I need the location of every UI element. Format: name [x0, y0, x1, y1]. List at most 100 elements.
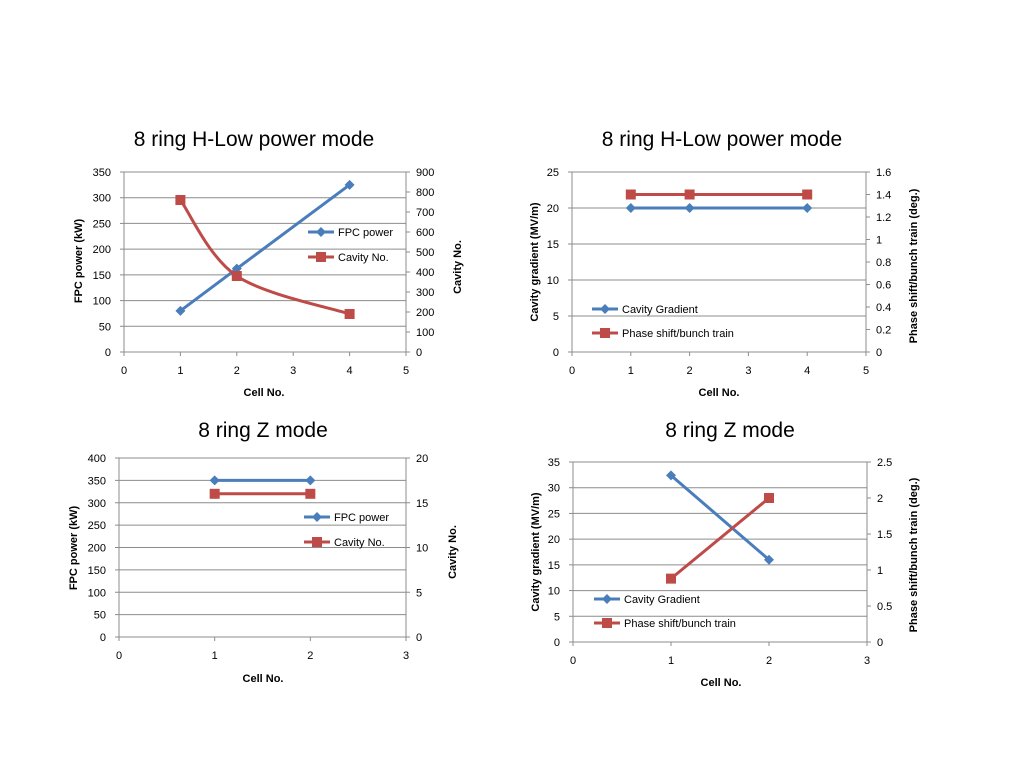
data-point-cavity-gradient	[764, 554, 774, 565]
data-point-phase-shift-bunch-train	[684, 189, 695, 200]
y-tick-label: 300	[88, 498, 106, 510]
data-point-cavity-no	[175, 195, 186, 205]
x-tick-label: 2	[766, 655, 772, 667]
chart-2-ylabel: Cavity gradient (MV/m)	[529, 202, 541, 322]
chart-3-ylabel: FPC power (kW)	[68, 506, 80, 591]
plot-frame	[118, 457, 407, 638]
y2-tick-label: 0	[416, 632, 422, 644]
y-tick-label: 0	[554, 637, 560, 649]
y2-tick-label: 0	[876, 347, 882, 359]
data-point-phase-shift-bunch-train	[802, 189, 813, 200]
x-tick-label: 2	[307, 650, 313, 662]
y-tick-label: 50	[94, 610, 106, 622]
y-tick-label: 20	[547, 203, 559, 215]
x-tick-label: 5	[863, 365, 869, 377]
x-tick-label: 3	[864, 655, 870, 667]
y2-tick-label: 600	[416, 227, 434, 239]
chart-4: 8 ring Z mode 0510152025303500.511.522.5…	[530, 419, 920, 689]
y2-tick-label: 700	[416, 207, 434, 219]
series-line-phase-shift-bunch-train	[670, 496, 770, 580]
y-tick-label: 250	[93, 218, 111, 230]
data-point-phase-shift-bunch-train	[764, 493, 774, 503]
y2-tick-label: 10	[416, 543, 428, 555]
y2-tick-label: 20	[416, 453, 428, 465]
y2-tick-label: 0	[877, 637, 883, 649]
y-tick-label: 5	[554, 611, 560, 623]
x-tick-label: 4	[347, 365, 353, 377]
x-tick-label: 0	[570, 655, 576, 667]
x-tick-label: 1	[212, 650, 218, 662]
legend-marker-phase-shift-bunch-train	[600, 328, 610, 338]
chart-3-y2label: Cavity No.	[447, 525, 459, 579]
x-tick-label: 3	[745, 365, 751, 377]
y-tick-label: 5	[553, 311, 559, 323]
data-point-cavity-no	[209, 488, 220, 499]
legend-label-cavity-no: Cavity No.	[334, 537, 385, 549]
y2-tick-label: 1	[877, 565, 883, 577]
y-tick-label: 0	[100, 632, 106, 644]
y-tick-label: 15	[548, 560, 560, 572]
y-tick-label: 100	[93, 296, 111, 308]
y2-tick-label: 0.2	[876, 325, 891, 337]
chart-1: 8 ring H-Low power mode 0501001502002503…	[73, 128, 464, 399]
y-tick-label: 20	[548, 534, 560, 546]
chart-1-title: 8 ring H-Low power mode	[134, 128, 374, 151]
chart-3-title: 8 ring Z mode	[198, 419, 328, 442]
y2-tick-label: 300	[416, 287, 434, 299]
y-tick-label: 300	[93, 193, 111, 205]
legend-marker-cavity-gradient	[600, 304, 610, 314]
legend-marker-fpc-power	[316, 227, 326, 237]
y2-tick-label: 5	[416, 587, 422, 599]
data-point-cavity-no	[344, 309, 355, 319]
data-point-cavity-no	[231, 271, 242, 281]
chart-3-xlabel: Cell No.	[243, 673, 284, 685]
chart-2-y2label: Phase shift/bunch train (deg.)	[908, 188, 920, 343]
y-tick-label: 150	[88, 565, 106, 577]
plot-frame	[123, 171, 407, 353]
legend-label-cavity-gradient: Cavity Gradient	[624, 594, 700, 606]
legend-marker-cavity-gradient	[602, 594, 612, 604]
y2-tick-label: 0.6	[876, 280, 891, 292]
y2-tick-label: 0.5	[877, 601, 892, 613]
x-tick-label: 5	[403, 365, 409, 377]
x-tick-label: 1	[177, 365, 183, 377]
x-tick-label: 3	[403, 650, 409, 662]
y-tick-label: 50	[99, 321, 111, 333]
y2-tick-label: 100	[416, 327, 434, 339]
y2-tick-label: 0.4	[876, 302, 891, 314]
legend-marker-fpc-power	[312, 512, 322, 522]
y2-tick-label: 1.2	[876, 212, 891, 224]
data-point-cavity-gradient	[802, 203, 813, 213]
x-tick-label: 1	[668, 655, 674, 667]
y-tick-label: 15	[547, 239, 559, 251]
data-point-cavity-gradient	[666, 470, 676, 481]
y-tick-label: 400	[88, 453, 106, 465]
y2-tick-label: 0	[416, 347, 422, 359]
data-point-cavity-gradient	[684, 203, 695, 213]
chart-3: 8 ring Z mode 05010015020025030035040005…	[68, 419, 459, 685]
y2-tick-label: 900	[416, 167, 434, 179]
x-tick-label: 4	[804, 365, 810, 377]
chart-4-plot: 0 5 10 15 20 25 30 35 0 0.5 1 1.5 2 2.5 0 1 2 3 Cavity Gra…	[548, 457, 893, 667]
y2-tick-label: 1	[876, 235, 882, 247]
y2-tick-label: 2	[877, 493, 883, 505]
data-point-cavity-gradient	[625, 203, 636, 213]
y-tick-label: 25	[548, 508, 560, 520]
y2-tick-label: 1.4	[876, 190, 891, 202]
chart-2-title: 8 ring H-Low power mode	[602, 128, 842, 151]
y2-tick-label: 1.5	[877, 529, 892, 541]
chart-4-ylabel: Cavity gradient (MV/m)	[530, 492, 542, 612]
y-tick-label: 250	[88, 520, 106, 532]
x-tick-label: 0	[121, 365, 127, 377]
y2-tick-label: 1.6	[876, 167, 891, 179]
y-tick-label: 200	[88, 543, 106, 555]
legend-label-fpc-power: FPC power	[334, 512, 389, 524]
x-tick-label: 0	[569, 365, 575, 377]
y2-tick-label: 800	[416, 187, 434, 199]
data-point-cavity-no	[305, 488, 316, 499]
y2-tick-label: 15	[416, 498, 428, 510]
chart-2: 8 ring H-Low power mode 051015202500.20.…	[529, 128, 920, 399]
plot-frame	[571, 171, 867, 353]
